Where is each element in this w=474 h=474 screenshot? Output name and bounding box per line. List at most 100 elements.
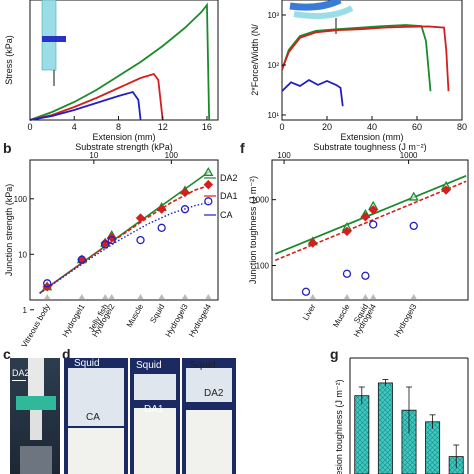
panel-b-point-1-4 xyxy=(135,213,146,223)
panel-g-bar-3 xyxy=(425,421,441,474)
panel-b-substrate-label-6: Hydrogel3 xyxy=(164,302,190,339)
panel-b-point-1-5 xyxy=(156,204,167,214)
panel-f-point-1-3 xyxy=(368,205,378,215)
panel-b-substrate-marker-7 xyxy=(205,294,212,299)
panel-b-substrate-label-5: Squid xyxy=(148,303,166,325)
panel-e-xtick-label-4: 80 xyxy=(457,122,467,132)
panel-f-point-2-2 xyxy=(361,271,370,280)
panel-e-series-line-2 xyxy=(281,79,344,107)
panel-f-substrate-label-0: Liver xyxy=(301,302,318,322)
panel-a-ylabel: Stress (kPa) xyxy=(4,35,14,85)
panel-f-point-2-4 xyxy=(409,221,418,231)
panel-label-c: c xyxy=(3,346,11,362)
panel-b-substrate-marker-3 xyxy=(108,294,115,299)
squid-tissue xyxy=(134,374,176,400)
panel-e-xlabel: Extension (mm) xyxy=(340,132,403,142)
panel-a-xtick-label-2: 8 xyxy=(116,122,121,132)
panel-a-xlabel: Extension (mm) xyxy=(92,132,155,142)
photo-d2: Squid DA1 xyxy=(130,358,180,474)
peel-illustration xyxy=(289,0,342,11)
panel-f-substrate-marker-1 xyxy=(343,294,350,299)
photo-d3-top-label: Squid xyxy=(190,360,216,371)
weight xyxy=(20,446,52,474)
panel-b-point-1-3 xyxy=(107,232,117,243)
panel-b-ytick-label-0: 1 xyxy=(23,306,28,315)
peel-layer xyxy=(293,5,354,19)
arrow-icon xyxy=(12,380,26,381)
panel-a-frame xyxy=(29,0,219,121)
sample-strip xyxy=(28,358,44,398)
panel-f-point-1-4 xyxy=(441,185,451,195)
panel-b-substrate-label-4: Muscle xyxy=(125,302,146,329)
panel-e-xtick-label-1: 20 xyxy=(322,122,332,132)
panel-f-substrate-marker-0 xyxy=(309,294,316,299)
panel-b-ytick-label-1: 10 xyxy=(18,250,27,259)
panel-b-point-2-4 xyxy=(136,235,145,245)
panel-b-point-2-1 xyxy=(77,255,86,264)
panel-f-point-2-0 xyxy=(301,287,311,296)
photo-d1-bottom-label: CA xyxy=(86,412,100,423)
squid-tissue xyxy=(186,368,232,402)
photo-c-label: DA2 xyxy=(12,368,30,378)
panel-b-legend-label-0: DA2 xyxy=(220,173,238,183)
panel-f-fit-line-red xyxy=(274,180,467,262)
photo-d1: Squid CA xyxy=(64,358,128,474)
panel-f-ytick-label-1: 1000 xyxy=(251,196,269,205)
panel-b-substrate-marker-2 xyxy=(102,294,109,299)
panel-f-substrate-label-4: Hydrogel3 xyxy=(392,302,418,339)
photo-d1-top-label: Squid xyxy=(74,358,100,369)
panel-label-b: b xyxy=(3,140,12,156)
panel-a-xtick-label-1: 4 xyxy=(72,122,77,132)
panel-f-top-tick-label-0: 100 xyxy=(277,151,291,160)
panel-e-ylabel: 2*Force/Width (N/ xyxy=(250,24,260,96)
panel-b-point-1-7 xyxy=(203,179,214,190)
panel-b-point-1-6 xyxy=(180,187,190,198)
panel-e-xtick-label-2: 40 xyxy=(367,122,377,132)
panel-e-ytick-label-2: 10³ xyxy=(267,11,279,20)
panel-label-d: d xyxy=(62,346,71,362)
panel-b-point-2-7 xyxy=(204,197,213,206)
panel-a-series-line-1 xyxy=(29,72,164,121)
panel-e-xtick-label-3: 60 xyxy=(412,122,422,132)
panel-f-ytick-label-0: 100 xyxy=(256,262,270,271)
junction-band xyxy=(42,36,66,42)
panel-e-ytick-label-1: 10² xyxy=(267,61,279,70)
panel-g-ylabel: nesion toughness (J m⁻²) xyxy=(334,379,344,474)
panel-a-xtick-label-0: 0 xyxy=(27,122,32,132)
panel-b-top-tick-label-1: 100 xyxy=(165,151,179,160)
photo-c-clamp-test: DA2 xyxy=(10,358,60,474)
panel-f-point-1-2 xyxy=(360,212,371,222)
sample-illustration xyxy=(41,0,57,71)
panel-b-point-2-5 xyxy=(157,223,166,232)
panel-b-substrate-label-1: Hydrogel1 xyxy=(61,302,87,339)
panel-g-bar-1 xyxy=(377,382,393,474)
panel-label-g: g xyxy=(330,346,339,362)
panel-f-substrate-marker-3 xyxy=(370,294,377,299)
panel-g-bar-0 xyxy=(354,395,370,474)
photo-d2-bottom-label: DA1 xyxy=(144,404,164,415)
panel-b-fit-line-da1 xyxy=(39,185,209,294)
panel-f-substrate-label-1: Muscle xyxy=(331,302,352,329)
panel-b-substrate-marker-0 xyxy=(44,294,51,299)
panel-f-substrate-marker-4 xyxy=(410,294,417,299)
panel-b-frame xyxy=(29,159,219,301)
panel-f-fit-line-green xyxy=(274,175,467,255)
panel-b-substrate-marker-5 xyxy=(158,294,165,299)
panel-b-top-tick-label-0: 10 xyxy=(89,151,98,160)
squid-tissue xyxy=(68,368,124,426)
panel-f-point-2-3 xyxy=(369,220,378,229)
panel-f-point-0-4 xyxy=(408,191,419,201)
panel-a-series-line-2 xyxy=(29,90,142,121)
panel-e-series-line-0 xyxy=(281,24,432,92)
photo-d3: Squid DA2 xyxy=(182,358,236,474)
panel-f-point-2-1 xyxy=(342,269,352,278)
ca-gel xyxy=(68,428,124,474)
panel-b-substrate-marker-4 xyxy=(137,294,144,299)
panel-f-point-1-0 xyxy=(308,238,318,248)
panel-b-substrate-label-7: Hydrogel4 xyxy=(187,302,213,339)
panel-b-ytick-label-2: 100 xyxy=(14,195,28,204)
panel-f-ylabel: Junction toughness (J m⁻²) xyxy=(248,176,258,284)
panel-b-point-2-6 xyxy=(180,205,190,214)
green-clamp xyxy=(16,396,56,410)
